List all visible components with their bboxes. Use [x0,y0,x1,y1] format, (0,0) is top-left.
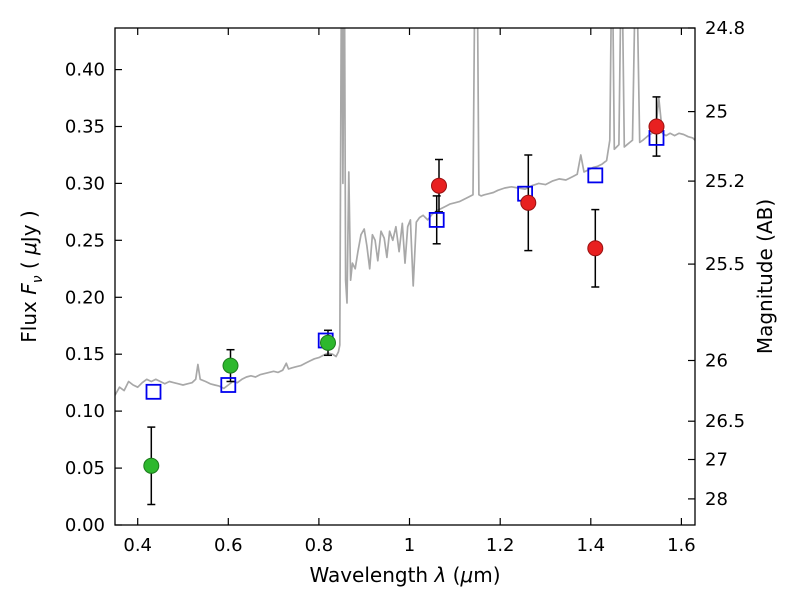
y-tick-label: 0.35 [65,117,105,138]
data-point-red-photometry [431,177,447,194]
y2-tick-label: 26 [705,351,728,372]
data-point-blue-model-photometry [587,167,604,184]
y2-axis-label: Magnitude (AB) [753,199,777,354]
x-tick-label: 0.4 [123,535,152,556]
x-tick-label: 0.6 [214,535,243,556]
data-point-red-photometry [648,118,665,135]
x-tick-label: 1 [404,535,415,556]
x-tick-label: 1.6 [667,535,696,556]
data-point-red-photometry [587,240,604,257]
y-tick-label: 0.15 [65,344,105,365]
y-tick-label: 0.25 [65,230,105,251]
y-tick-label: 0.00 [65,515,105,536]
y2-tick-label: 25.2 [705,171,745,192]
x-axis-label: Wavelength λ (μm) [309,563,500,587]
plot-background [115,28,695,525]
data-point-blue-model-photometry [145,383,162,400]
y-axis-label: Flux Fν ( μJy ) [17,210,46,342]
y-tick-label: 0.30 [65,173,105,194]
data-point-green-photometry [143,457,160,474]
y2-tick-label: 26.5 [705,411,745,432]
spectrum-line [115,28,695,396]
y-tick-label: 0.40 [65,60,105,81]
x-tick-label: 1.4 [576,535,605,556]
data-point-green-photometry [222,357,239,374]
y2-tick-label: 28 [705,489,728,510]
data-point-green-photometry [320,334,336,351]
y-tick-label: 0.20 [65,287,105,308]
y-tick-label: 0.05 [65,458,105,479]
x-tick-label: 1.2 [486,535,515,556]
data-point-blue-model-photometry [428,211,445,228]
data-point-blue-model-photometry [220,377,237,393]
y2-tick-label: 24.8 [705,18,745,39]
y-tick-label: 0.10 [65,401,105,422]
y2-tick-label: 25 [705,102,728,123]
data-point-red-photometry [520,194,537,211]
axes-frame [114,27,696,526]
y2-tick-label: 25.5 [705,254,745,275]
x-tick-label: 0.8 [305,535,334,556]
y2-tick-label: 27 [705,450,728,471]
